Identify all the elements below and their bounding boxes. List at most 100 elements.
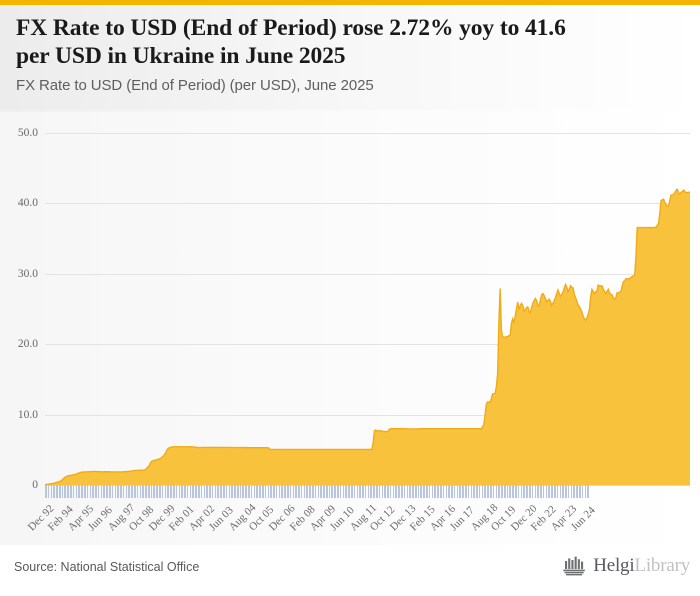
x-minor-tick (212, 485, 214, 498)
x-minor-tick (165, 485, 167, 498)
x-minor-tick (156, 485, 158, 498)
x-minor-tick (395, 485, 397, 498)
x-minor-tick (295, 485, 297, 498)
x-minor-tick (159, 485, 161, 498)
brand-primary: Helgi (593, 555, 634, 576)
x-minor-tick (78, 485, 80, 498)
x-minor-tick (496, 485, 498, 498)
x-minor-tick (62, 485, 64, 498)
x-minor-tick (540, 485, 542, 498)
x-minor-tick (237, 485, 239, 498)
x-minor-tick (426, 485, 428, 498)
x-minor-tick (265, 485, 267, 498)
x-minor-tick (387, 485, 389, 498)
x-minor-tick (315, 485, 317, 498)
x-minor-tick (465, 485, 467, 498)
x-minor-tick (59, 485, 61, 498)
x-minor-tick (304, 485, 306, 498)
x-minor-tick (451, 485, 453, 498)
x-minor-tick (537, 485, 539, 498)
x-minor-tick (81, 485, 83, 498)
x-minor-tick (95, 485, 97, 498)
x-minor-tick (320, 485, 322, 498)
x-minor-tick (354, 485, 356, 498)
x-minor-tick (92, 485, 94, 498)
x-minor-tick (437, 485, 439, 498)
x-minor-tick (251, 485, 253, 498)
x-minor-tick (117, 485, 119, 498)
x-minor-tick (393, 485, 395, 498)
x-minor-tick (287, 485, 289, 498)
x-minor-tick (284, 485, 286, 498)
helgi-library-logo-icon (562, 555, 588, 577)
x-minor-tick (76, 485, 78, 498)
x-minor-tick (504, 485, 506, 498)
x-minor-tick (87, 485, 89, 498)
x-minor-tick (131, 485, 133, 498)
x-minor-tick (479, 485, 481, 498)
x-minor-tick (217, 485, 219, 498)
y-tick-label: 10.0 (0, 409, 42, 421)
x-minor-tick (543, 485, 545, 498)
x-minor-tick (128, 485, 130, 498)
x-minor-tick (248, 485, 250, 498)
x-minor-tick (476, 485, 478, 498)
x-minor-tick (106, 485, 108, 498)
x-minor-tick (587, 485, 589, 498)
x-minor-tick (223, 485, 225, 498)
brand-logo[interactable]: HelgiLibrary (562, 555, 690, 577)
x-minor-tick (523, 485, 525, 498)
x-minor-tick (521, 485, 523, 498)
x-minor-tick (482, 485, 484, 498)
x-minor-tick (229, 485, 231, 498)
x-axis: Dec 92Feb 94Apr 95Jun 96Aug 97Oct 98Dec … (45, 498, 700, 545)
x-minor-tick (585, 485, 587, 498)
x-minor-tick (490, 485, 492, 498)
x-minor-tick (273, 485, 275, 498)
x-minor-tick (379, 485, 381, 498)
x-minor-tick (498, 485, 500, 498)
x-minor-tick (98, 485, 100, 498)
x-minor-tick (562, 485, 564, 498)
y-tick-label: 40.0 (0, 197, 42, 209)
x-minor-tick (170, 485, 172, 498)
x-minor-tick (415, 485, 417, 498)
x-minor-tick (359, 485, 361, 498)
page-title: FX Rate to USD (End of Period) rose 2.72… (16, 14, 684, 70)
x-minor-tick (473, 485, 475, 498)
x-minor-tick (276, 485, 278, 498)
x-minor-tick (526, 485, 528, 498)
x-minor-tick (454, 485, 456, 498)
x-minor-tick (301, 485, 303, 498)
x-minor-tick (487, 485, 489, 498)
x-minor-tick (51, 485, 53, 498)
y-tick-label: 30.0 (0, 268, 42, 280)
x-minor-tick (145, 485, 147, 498)
x-minor-tick (368, 485, 370, 498)
x-minor-tick (448, 485, 450, 498)
x-minor-tick (153, 485, 155, 498)
fx-rate-area-series (45, 112, 690, 545)
x-minor-tick (331, 485, 333, 498)
x-axis-minor-ticks (45, 485, 690, 498)
x-minor-tick (142, 485, 144, 498)
x-minor-tick (582, 485, 584, 498)
x-minor-tick (420, 485, 422, 498)
x-minor-tick (64, 485, 66, 498)
x-minor-tick (573, 485, 575, 498)
x-minor-tick (357, 485, 359, 498)
x-minor-tick (215, 485, 217, 498)
x-minor-tick (362, 485, 364, 498)
x-minor-tick (554, 485, 556, 498)
x-minor-tick (340, 485, 342, 498)
x-minor-tick (507, 485, 509, 498)
x-minor-tick (184, 485, 186, 498)
x-minor-tick (459, 485, 461, 498)
x-minor-tick (262, 485, 264, 498)
x-minor-tick (306, 485, 308, 498)
x-minor-tick (548, 485, 550, 498)
x-minor-tick (90, 485, 92, 498)
x-minor-tick (279, 485, 281, 498)
x-minor-tick (293, 485, 295, 498)
x-minor-tick (115, 485, 117, 498)
